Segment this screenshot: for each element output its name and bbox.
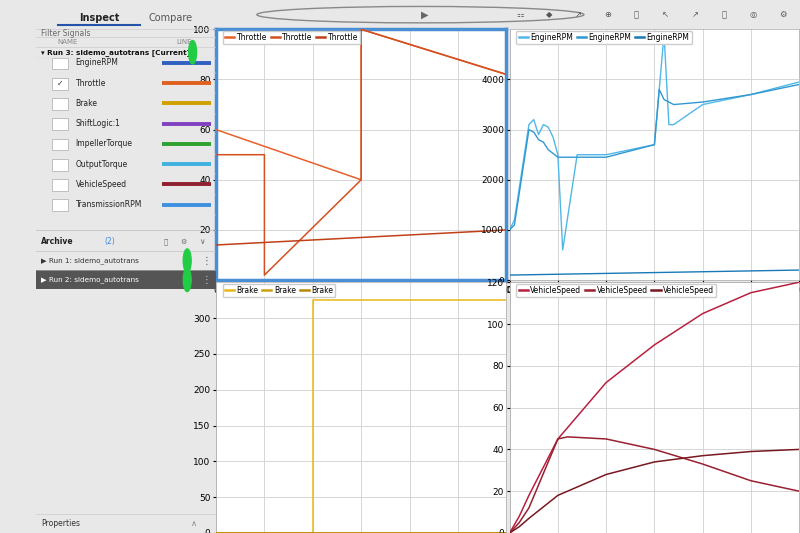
Text: EngineRPM: EngineRPM [75, 59, 118, 67]
Circle shape [183, 268, 191, 292]
Text: ✓: ✓ [57, 79, 63, 87]
Text: OutputTorque: OutputTorque [75, 160, 128, 168]
Text: ∧: ∧ [191, 519, 198, 528]
FancyBboxPatch shape [52, 199, 69, 211]
Text: ⚙: ⚙ [778, 10, 786, 19]
FancyBboxPatch shape [52, 58, 69, 69]
Text: LINE: LINE [176, 39, 192, 45]
FancyBboxPatch shape [52, 78, 69, 90]
Text: ⚙: ⚙ [181, 239, 186, 245]
FancyBboxPatch shape [52, 179, 69, 191]
FancyBboxPatch shape [52, 118, 69, 130]
Text: 🗑: 🗑 [163, 239, 168, 245]
Text: ⋮: ⋮ [202, 275, 212, 285]
Text: ▶ Run 1: sldemo_autotrans: ▶ Run 1: sldemo_autotrans [42, 257, 139, 264]
Circle shape [189, 41, 197, 64]
Text: ⬜: ⬜ [634, 10, 639, 19]
Text: ↗: ↗ [574, 10, 582, 19]
Text: Inspect: Inspect [79, 13, 119, 23]
Text: Throttle: Throttle [75, 79, 106, 87]
FancyBboxPatch shape [52, 98, 69, 110]
FancyBboxPatch shape [52, 139, 69, 150]
Text: ⚏: ⚏ [516, 10, 523, 19]
Legend: Throttle, Throttle, Throttle: Throttle, Throttle, Throttle [222, 30, 361, 44]
Legend: VehicleSpeed, VehicleSpeed, VehicleSpeed: VehicleSpeed, VehicleSpeed, VehicleSpeed [516, 284, 716, 297]
Text: Properties: Properties [42, 519, 80, 528]
Legend: Brake, Brake, Brake: Brake, Brake, Brake [222, 284, 335, 297]
Text: Filter Signals: Filter Signals [42, 29, 91, 37]
Text: NAME: NAME [58, 39, 78, 45]
Text: ↗: ↗ [691, 10, 698, 19]
Text: Brake: Brake [75, 99, 98, 108]
Text: Archive: Archive [42, 238, 74, 246]
Text: ImpellerTorque: ImpellerTorque [75, 140, 133, 148]
Text: ◎: ◎ [750, 10, 757, 19]
Text: (2): (2) [104, 238, 115, 246]
Text: ◆: ◆ [546, 10, 552, 19]
Text: ⬜: ⬜ [722, 10, 726, 19]
Text: ↖: ↖ [662, 10, 669, 19]
Text: ▶ Run 2: sldemo_autotrans: ▶ Run 2: sldemo_autotrans [42, 277, 139, 283]
Text: ⊕: ⊕ [604, 10, 610, 19]
Legend: EngineRPM, EngineRPM, EngineRPM: EngineRPM, EngineRPM, EngineRPM [516, 30, 691, 44]
FancyBboxPatch shape [52, 159, 69, 171]
Circle shape [183, 249, 191, 272]
Text: ▾ Run 3: sldemo_autotrans [Current]: ▾ Run 3: sldemo_autotrans [Current] [42, 49, 190, 56]
Text: Compare: Compare [149, 13, 193, 23]
Text: VehicleSpeed: VehicleSpeed [75, 180, 126, 189]
Text: TransmissionRPM: TransmissionRPM [75, 200, 142, 209]
Text: ⋮: ⋮ [202, 256, 212, 265]
Text: ∨: ∨ [198, 238, 205, 246]
Text: ▶: ▶ [421, 10, 428, 20]
Bar [36, 270, 216, 289]
Text: ShiftLogic:1: ShiftLogic:1 [75, 119, 121, 128]
